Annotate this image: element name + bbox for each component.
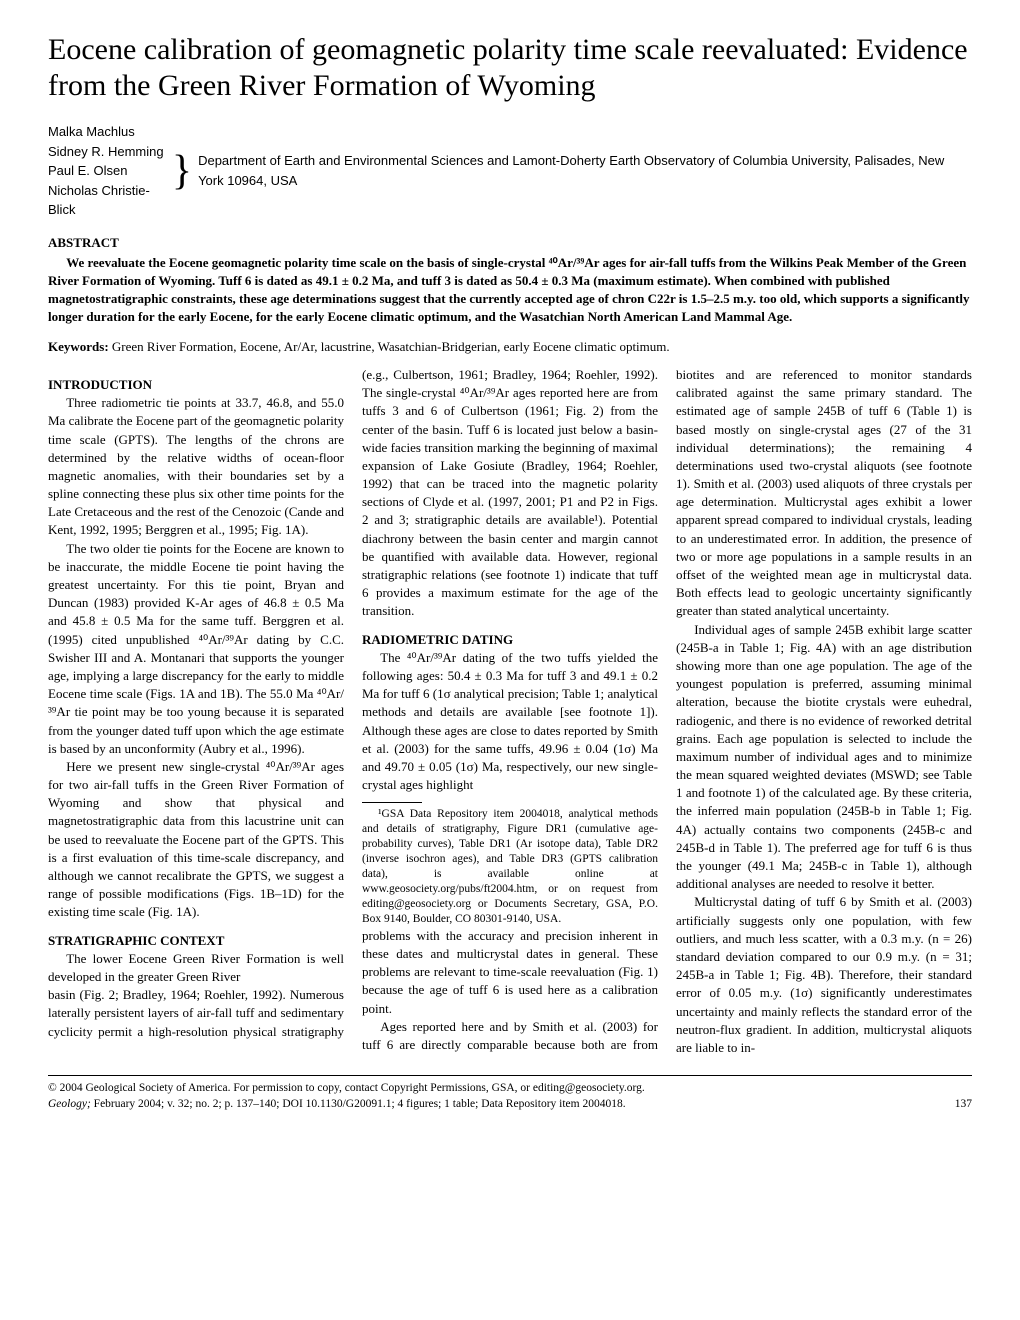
- abstract-section: ABSTRACT We reevaluate the Eocene geomag…: [48, 234, 972, 327]
- abstract-heading: ABSTRACT: [48, 234, 972, 252]
- citation-line: Geology; February 2004; v. 32; no. 2; p.…: [48, 1096, 972, 1112]
- keywords-line: Keywords: Green River Formation, Eocene,…: [48, 338, 972, 356]
- radio-p5: Multicrystal dating of tuff 6 by Smith e…: [676, 893, 972, 1057]
- body-columns: INTRODUCTION Three radiometric tie point…: [48, 366, 972, 1057]
- intro-p2: The two older tie points for the Eocene …: [48, 540, 344, 758]
- author-list: Malka Machlus Sidney R. Hemming Paul E. …: [48, 122, 166, 220]
- journal-name: Geology;: [48, 1098, 91, 1110]
- radio-p2: problems with the accuracy and precision…: [362, 927, 658, 1018]
- page-number: 137: [955, 1096, 972, 1112]
- abstract-body: We reevaluate the Eocene geomagnetic pol…: [48, 254, 972, 327]
- radio-p1: The ⁴⁰Ar/³⁹Ar dating of the two tuffs yi…: [362, 649, 658, 795]
- author-4: Nicholas Christie-Blick: [48, 181, 166, 220]
- citation-details: February 2004; v. 32; no. 2; p. 137–140;…: [91, 1098, 626, 1110]
- intro-p3: Here we present new single-crystal ⁴⁰Ar/…: [48, 758, 344, 922]
- strat-p1a: The lower Eocene Green River Formation i…: [48, 950, 344, 986]
- page-footer: © 2004 Geological Society of America. Fo…: [48, 1075, 972, 1112]
- article-title: Eocene calibration of geomagnetic polari…: [48, 32, 972, 104]
- intro-heading: INTRODUCTION: [48, 376, 344, 394]
- affiliation: Department of Earth and Environmental Sc…: [198, 151, 972, 190]
- radio-heading: RADIOMETRIC DATING: [362, 631, 658, 649]
- intro-p1: Three radiometric tie points at 33.7, 46…: [48, 394, 344, 540]
- radio-p4: Individual ages of sample 245B exhibit l…: [676, 621, 972, 894]
- author-3: Paul E. Olsen: [48, 161, 166, 181]
- author-1: Malka Machlus: [48, 122, 166, 142]
- author-2: Sidney R. Hemming: [48, 142, 166, 162]
- copyright-line: © 2004 Geological Society of America. Fo…: [48, 1080, 972, 1096]
- authors-block: Malka Machlus Sidney R. Hemming Paul E. …: [48, 122, 972, 220]
- strat-heading: STRATIGRAPHIC CONTEXT: [48, 932, 344, 950]
- author-brace: }: [166, 150, 198, 192]
- keywords-text: Green River Formation, Eocene, Ar/Ar, la…: [109, 339, 670, 354]
- keywords-label: Keywords:: [48, 339, 109, 354]
- footnote-rule: [362, 802, 422, 803]
- footnote-1: ¹GSA Data Repository item 2004018, analy…: [362, 807, 658, 927]
